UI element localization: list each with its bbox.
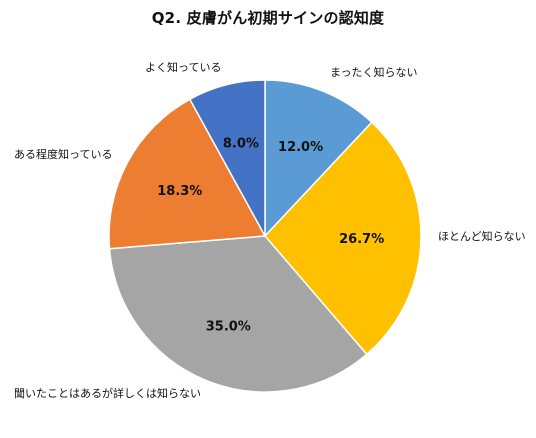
category-label-4: ある程度知っている xyxy=(14,147,112,161)
pie-slice-5 xyxy=(188,79,266,237)
data-label-3: 35.0% xyxy=(206,320,251,335)
pie-slice-4 xyxy=(108,98,267,250)
data-label-5: 8.0% xyxy=(223,136,259,151)
data-label-1: 12.0% xyxy=(278,140,323,155)
category-label-3: 聞いたことはあるが詳しくは知らない xyxy=(14,386,201,400)
category-label-5: よく知っている xyxy=(145,60,221,74)
pie-slice-1 xyxy=(264,79,373,238)
pie-slice-2 xyxy=(263,121,422,356)
category-label-1: まったく知らない xyxy=(330,65,418,79)
category-label-2: ほとんど知らない xyxy=(438,229,526,243)
pie-slice-3 xyxy=(108,235,368,393)
data-label-2: 26.7% xyxy=(339,232,384,247)
chart-title: Q2. 皮膚がん初期サインの認知度 xyxy=(151,9,385,27)
data-label-4: 18.3% xyxy=(157,184,202,199)
